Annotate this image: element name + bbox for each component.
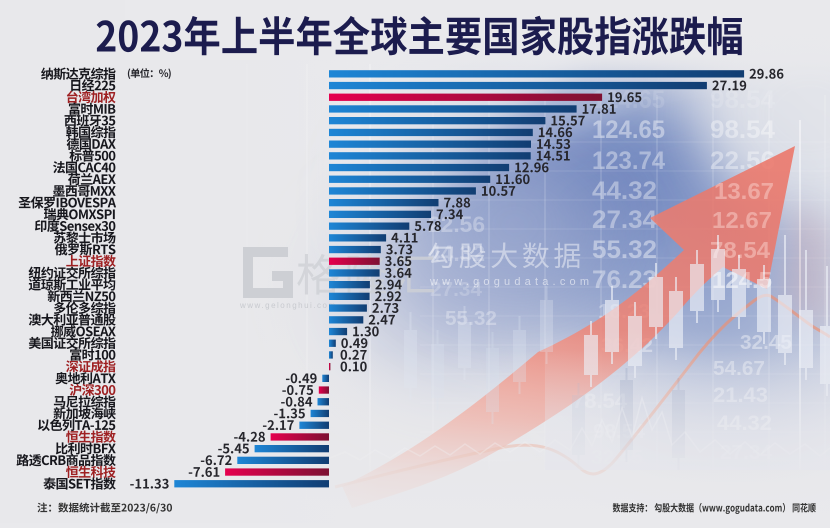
- svg-text:44.32: 44.32: [592, 177, 657, 205]
- svg-text:124.5: 124.5: [712, 267, 772, 293]
- svg-text:12.67: 12.67: [712, 207, 772, 233]
- svg-text:124.65: 124.65: [592, 116, 665, 144]
- svg-text:123.74: 123.74: [592, 147, 665, 175]
- svg-text:13.67: 13.67: [714, 178, 774, 204]
- svg-text:55.32: 55.32: [592, 236, 657, 264]
- svg-text:98.54: 98.54: [710, 86, 775, 114]
- svg-text:www.gelonghui.com: www.gelonghui.com: [239, 301, 337, 310]
- svg-text:78.54: 78.54: [710, 237, 770, 263]
- svg-text:27.34: 27.34: [592, 206, 657, 234]
- svg-text:www.gogudata.com: www.gogudata.com: [429, 276, 593, 288]
- svg-text:55.32: 55.32: [445, 308, 497, 330]
- svg-text:98.54: 98.54: [710, 116, 775, 144]
- svg-text:27.34: 27.34: [430, 279, 483, 301]
